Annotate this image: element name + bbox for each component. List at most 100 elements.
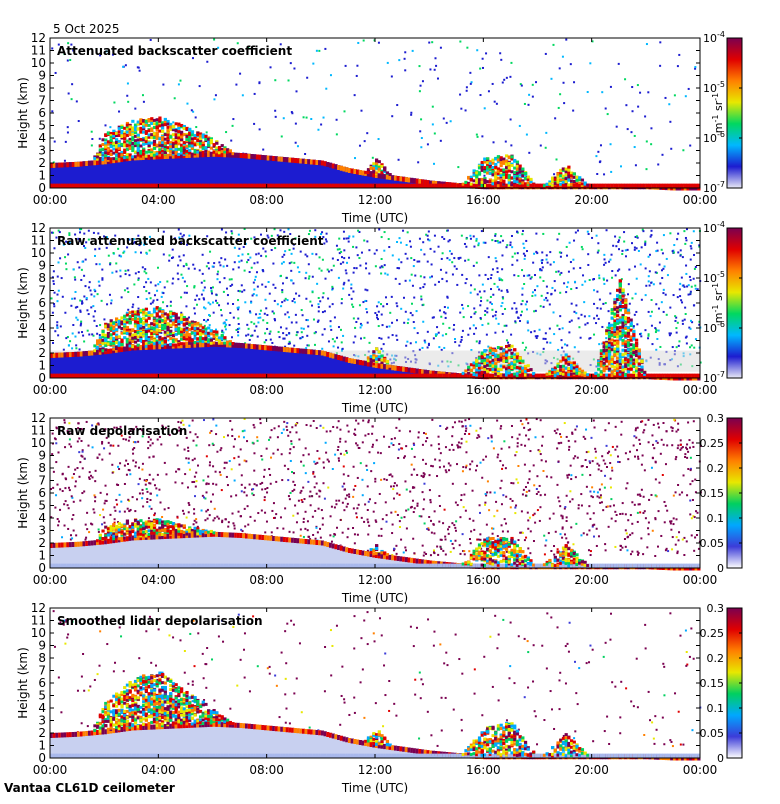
noise-pixel [75, 347, 77, 349]
noise-pixel [316, 283, 318, 285]
noise-pixel [654, 327, 656, 329]
noise-pixel [693, 304, 695, 306]
noise-pixel [257, 336, 259, 338]
noise-pixel [483, 175, 485, 177]
noise-pixel [305, 272, 307, 274]
noise-pixel [135, 272, 137, 274]
plume-pixel [185, 318, 188, 321]
noise-pixel [255, 325, 257, 327]
noise-pixel [296, 334, 298, 336]
noise-pixel [354, 335, 356, 337]
noise-pixel [384, 272, 386, 274]
noise-pixel [424, 341, 426, 343]
noise-pixel [206, 131, 208, 133]
noise-pixel [522, 230, 524, 232]
noise-pixel [312, 63, 314, 65]
noise-pixel [196, 295, 198, 297]
noise-pixel [178, 229, 180, 231]
noise-pixel [688, 284, 690, 286]
noise-pixel [348, 235, 350, 237]
noise-pixel [238, 248, 240, 250]
noise-pixel [72, 324, 74, 326]
noise-pixel [405, 345, 407, 347]
noise-pixel [591, 237, 593, 239]
noise-pixel [459, 94, 461, 96]
noise-pixel [221, 314, 223, 316]
noise-pixel [266, 314, 268, 316]
noise-pixel [524, 255, 526, 257]
colorbar-unit: m-1 sr-1 [711, 93, 725, 133]
noise-pixel [541, 262, 543, 264]
noise-pixel [419, 238, 421, 240]
noise-pixel [478, 342, 480, 344]
noise-pixel [464, 260, 466, 262]
noise-pixel [399, 237, 401, 239]
noise-pixel [587, 322, 589, 324]
noise-pixel [413, 297, 415, 299]
noise-pixel [271, 342, 273, 344]
noise-pixel [672, 250, 674, 252]
noise-pixel [94, 310, 96, 312]
noise-pixel [283, 261, 285, 263]
noise-pixel [566, 246, 568, 248]
noise-pixel [104, 124, 106, 126]
noise-pixel [546, 299, 548, 301]
noise-pixel [612, 245, 614, 247]
noise-pixel [179, 80, 181, 82]
noise-pixel [551, 287, 553, 289]
noise-pixel [605, 302, 607, 304]
noise-pixel [428, 343, 430, 345]
noise-pixel [474, 288, 476, 290]
noise-pixel [122, 252, 124, 254]
noise-pixel [69, 340, 71, 342]
plume-pixel [115, 328, 118, 331]
noise-pixel [510, 242, 512, 244]
noise-pixel [420, 298, 422, 300]
noise-pixel [127, 269, 129, 271]
noise-pixel [694, 268, 696, 270]
noise-pixel [98, 281, 100, 283]
noise-pixel [280, 305, 282, 307]
plume-pixel [529, 178, 532, 181]
noise-pixel [569, 242, 571, 244]
noise-pixel [588, 315, 590, 317]
noise-pixel [164, 286, 166, 288]
noise-pixel [211, 292, 213, 294]
noise-pixel [424, 340, 426, 342]
noise-pixel [438, 246, 440, 248]
noise-pixel [109, 263, 111, 265]
noise-pixel [575, 304, 577, 306]
noise-pixel [457, 166, 459, 168]
noise-pixel [419, 90, 421, 92]
noise-pixel [264, 299, 266, 301]
noise-pixel [454, 341, 456, 343]
noise-pixel [620, 165, 622, 167]
noise-pixel [473, 246, 475, 248]
noise-pixel [284, 250, 286, 252]
noise-pixel [565, 291, 567, 293]
noise-pixel [461, 339, 463, 341]
noise-pixel [345, 269, 347, 271]
noise-pixel [693, 347, 695, 349]
noise-pixel [231, 336, 233, 338]
noise-pixel [493, 141, 495, 143]
noise-pixel [217, 273, 219, 275]
colorbar-tick-exponent: -4 [717, 30, 725, 39]
noise-pixel [376, 249, 378, 251]
noise-pixel [327, 298, 329, 300]
noise-pixel [465, 109, 467, 111]
noise-pixel [380, 348, 382, 350]
noise-pixel [500, 235, 502, 237]
noise-pixel [384, 264, 386, 266]
noise-pixel [338, 238, 340, 240]
noise-pixel [584, 280, 586, 282]
y-tick-label: 2 [38, 156, 46, 170]
noise-pixel [284, 300, 286, 302]
noise-pixel [265, 339, 267, 341]
noise-pixel [51, 47, 53, 49]
noise-pixel [80, 323, 82, 325]
noise-pixel [481, 324, 483, 326]
noise-pixel [253, 323, 255, 325]
noise-pixel [693, 278, 695, 280]
noise-pixel [265, 307, 267, 309]
